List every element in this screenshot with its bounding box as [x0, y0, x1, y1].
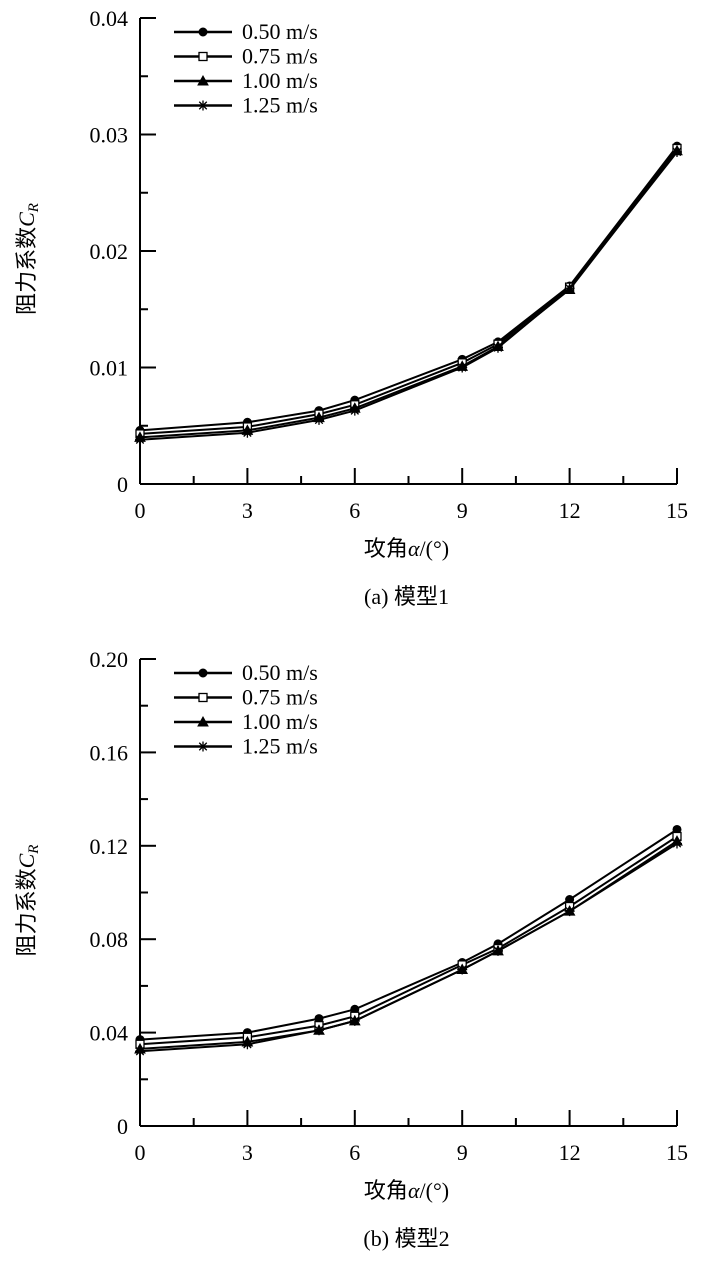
- x-axis-title-unit: /(°): [420, 1178, 450, 1203]
- y-tick-label: 0.01: [90, 356, 129, 381]
- chart-model-1: 0 0.01 0.02 0.03 0.04 0 3 6 9 12 15 0.50 m/s0.75 m/…: [14, 6, 688, 609]
- series-line-3: [139, 150, 678, 439]
- x-axis-title-unit: /(°): [420, 536, 450, 561]
- x-tick-label: 9: [457, 498, 468, 523]
- legend-label-2: 0.75 m/s: [242, 685, 318, 710]
- x-tick-label: 0: [135, 498, 146, 523]
- legend-marker-1: [198, 27, 208, 37]
- y-axis-title-subscript: R: [26, 845, 42, 855]
- legend-label-2: 0.75 m/s: [242, 44, 318, 69]
- data-point-s4: [135, 1046, 145, 1057]
- x-axis-title-symbol: α: [408, 536, 420, 561]
- series-line-3: [139, 840, 678, 1050]
- legend-label-1: 0.50 m/s: [242, 19, 318, 44]
- y-tick-label: 0.02: [90, 239, 129, 264]
- legend-marker-1: [198, 668, 208, 678]
- y-tick-label: 0.03: [90, 123, 129, 148]
- x-axis-title-symbol: α: [408, 1178, 420, 1203]
- x-axis-title-main: 攻角: [364, 1178, 408, 1203]
- legend-label-3: 1.00 m/s: [242, 68, 318, 93]
- data-point-s4: [349, 1015, 360, 1026]
- data-point-s4: [242, 1039, 253, 1050]
- data-point-s4: [457, 362, 468, 373]
- legend-label-1: 0.50 m/s: [242, 660, 318, 685]
- x-tick-label: 3: [242, 1140, 253, 1165]
- legend-marker-2: [198, 692, 208, 703]
- data-point-s4: [672, 838, 682, 849]
- data-point-s4: [242, 427, 253, 438]
- x-axis-title: 攻角α/(°): [364, 536, 449, 561]
- y-tick-label: 0.04: [90, 1021, 129, 1046]
- x-tick-label: 12: [559, 1140, 581, 1165]
- y-axis-title: 阻力系数CR: [14, 845, 42, 957]
- legend-label-3: 1.00 m/s: [242, 709, 318, 734]
- y-tick-label: 0.16: [90, 740, 129, 765]
- y-axis-title: 阻力系数CR: [14, 203, 42, 315]
- series-line-4: [139, 151, 678, 441]
- y-axis-title-symbol: C: [14, 853, 39, 868]
- x-tick-label: 12: [559, 498, 581, 523]
- legend-marker-4: [198, 100, 208, 111]
- y-axis-title-subscript: R: [26, 203, 42, 213]
- data-point-s4: [349, 405, 360, 416]
- y-axis-title-symbol: C: [14, 212, 39, 227]
- y-tick-label: 0: [117, 472, 128, 497]
- y-axis-title-main: 阻力系数: [14, 227, 39, 315]
- legend-label-4: 1.25 m/s: [242, 734, 318, 759]
- y-axis-title-main: 阻力系数: [14, 868, 39, 956]
- y-tick-label: 0.20: [90, 647, 129, 672]
- data-point-s4: [314, 1025, 324, 1036]
- x-tick-label: 3: [242, 498, 253, 523]
- data-point-s4: [135, 434, 145, 445]
- y-tick-label: 0.08: [90, 927, 129, 952]
- data-point-s4: [314, 414, 324, 425]
- x-axis-title: 攻角α/(°): [364, 1178, 449, 1203]
- data-point-s4: [672, 146, 682, 157]
- chart-model-2: 0 0.04 0.08 0.12 0.16 0.20 0 3 6 9 12 15 0.50 m/s0.7…: [14, 647, 688, 1251]
- series-line-2: [139, 147, 678, 435]
- x-tick-label: 6: [349, 498, 360, 523]
- series-line-1: [139, 145, 678, 432]
- y-tick-label: 0.04: [90, 6, 129, 31]
- chart-caption: (a) 模型1: [364, 584, 449, 609]
- series-line-4: [139, 842, 678, 1053]
- legend-marker-3: [197, 74, 209, 86]
- data-point-s4: [457, 964, 468, 975]
- data-point-s4: [493, 342, 503, 353]
- legend-marker-3: [197, 715, 209, 727]
- data-point-s4: [493, 945, 503, 956]
- x-tick-label: 6: [349, 1140, 360, 1165]
- series-line-2: [139, 835, 678, 1046]
- y-tick-label: 0.12: [90, 834, 129, 859]
- legend-label-4: 1.25 m/s: [242, 93, 318, 118]
- x-tick-label: 9: [457, 1140, 468, 1165]
- chart-caption: (b) 模型2: [363, 1226, 449, 1251]
- x-tick-label: 15: [666, 1140, 688, 1165]
- series-line-1: [139, 828, 678, 1041]
- y-tick-label: 0: [117, 1114, 128, 1139]
- data-point-s4: [564, 906, 575, 917]
- data-point-s4: [564, 283, 575, 294]
- legend-marker-4: [198, 741, 208, 752]
- legend-marker-2: [198, 51, 208, 62]
- x-tick-label: 15: [666, 498, 688, 523]
- x-tick-label: 0: [135, 1140, 146, 1165]
- x-axis-title-main: 攻角: [364, 536, 408, 561]
